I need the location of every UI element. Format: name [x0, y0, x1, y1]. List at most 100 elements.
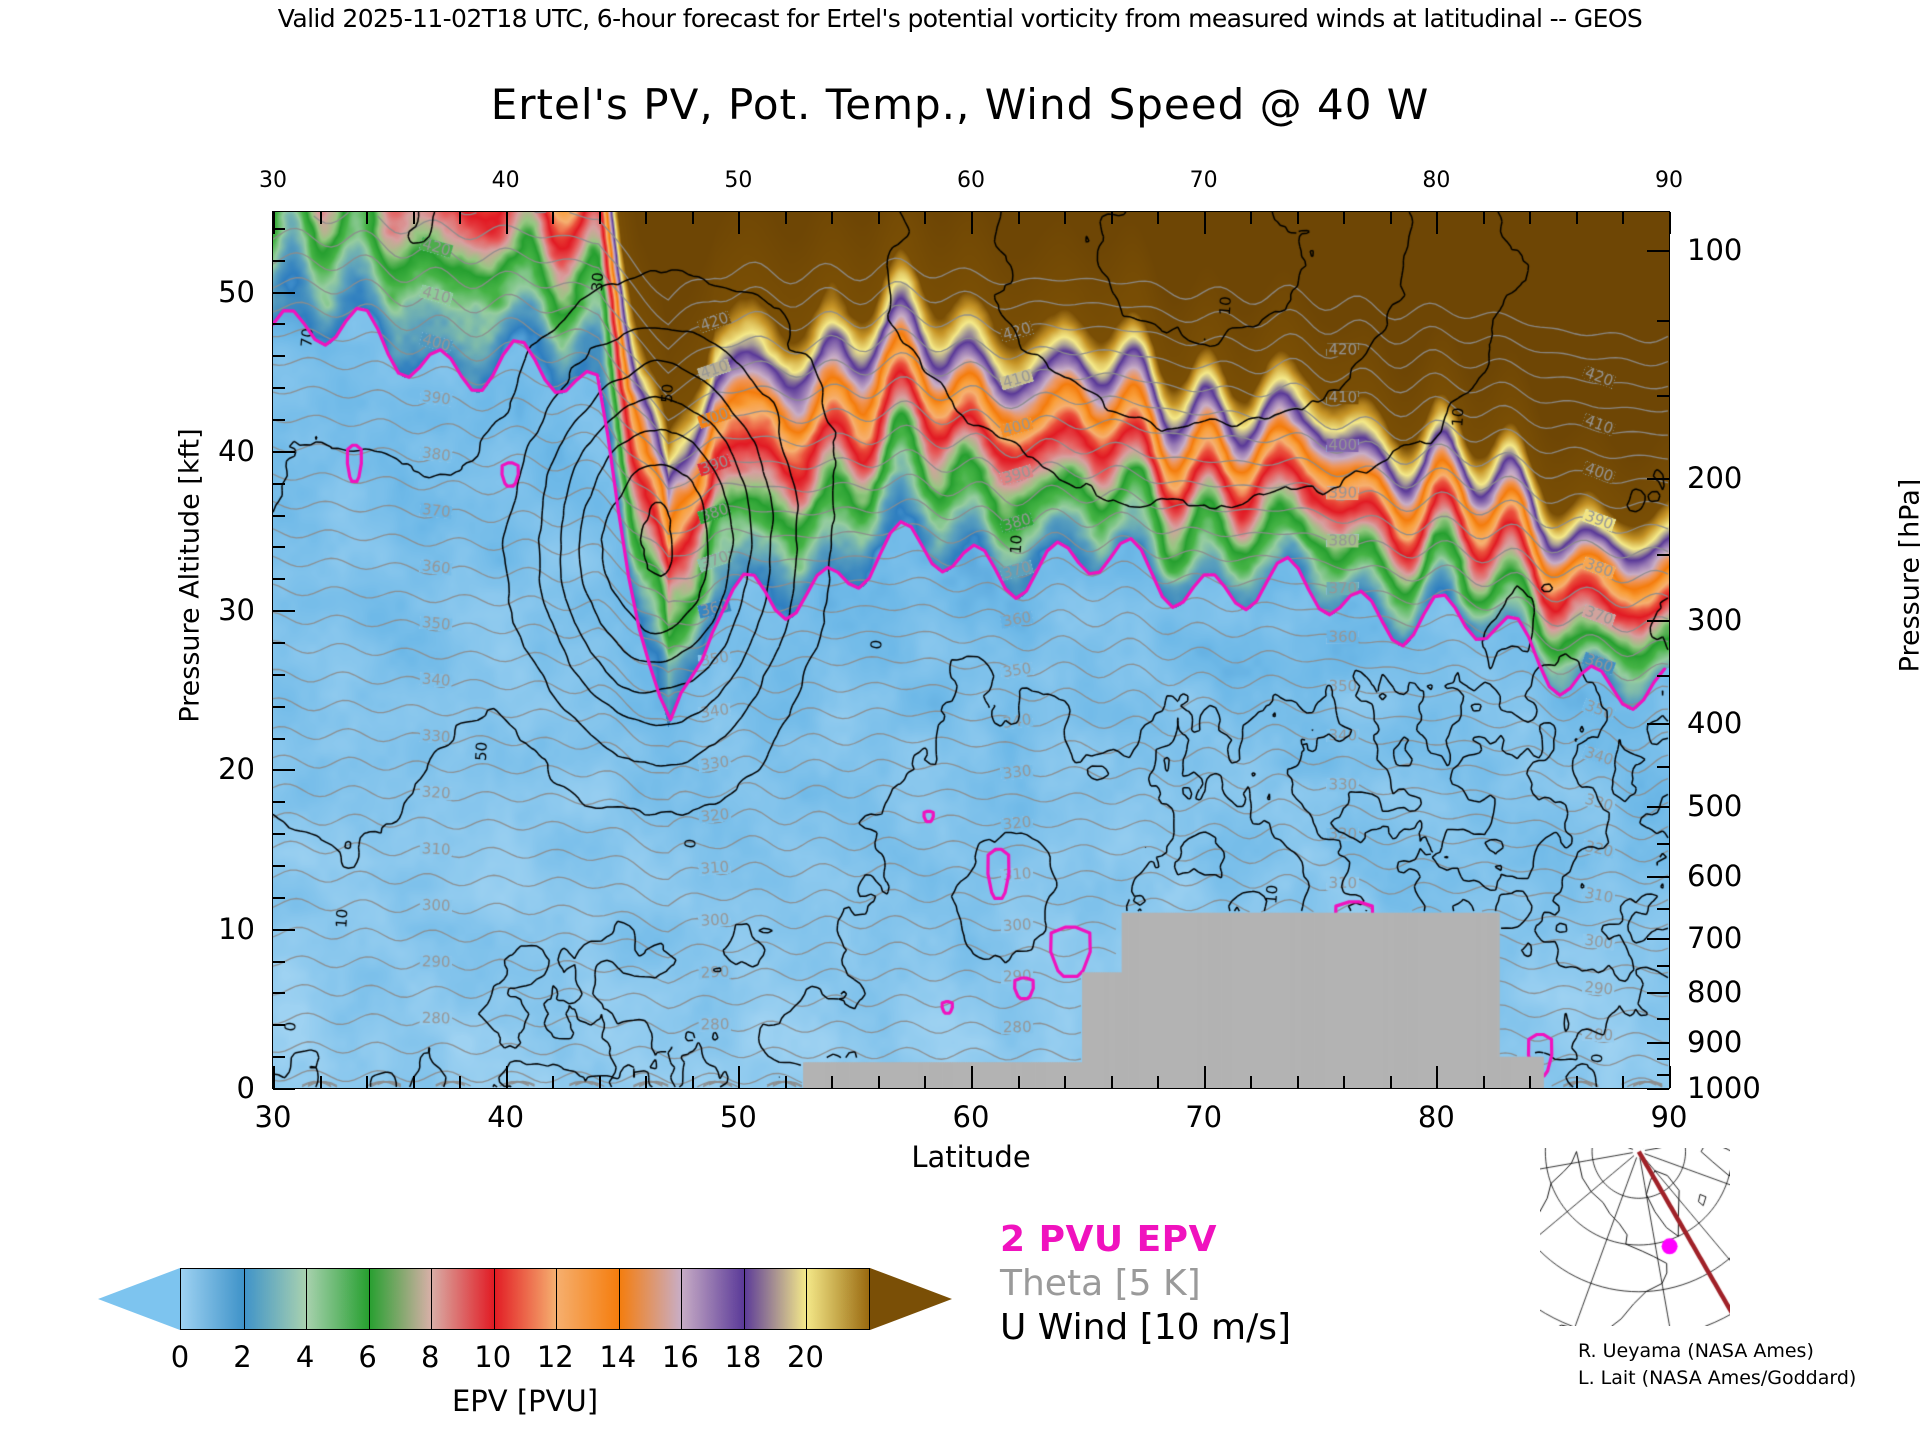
x-tick-top: [971, 212, 973, 234]
colorbar-tick-label: 20: [787, 1340, 824, 1374]
y-tick-left: [273, 738, 285, 740]
y-tick-right: [1647, 478, 1669, 480]
colorbar-separator: [681, 1269, 682, 1329]
x-tick-bottom: [1250, 1076, 1252, 1088]
colorbar-tick-label: 6: [358, 1340, 377, 1374]
inset-map-canvas: [1540, 1148, 1730, 1326]
y-tick-left: [273, 801, 285, 803]
y-tick-label-right: 600: [1687, 859, 1743, 894]
x-tick-label-top: 30: [259, 168, 287, 193]
y-tick-label-right: 500: [1687, 789, 1743, 824]
y-tick-left: [273, 419, 285, 421]
x-tick-top: [785, 212, 787, 224]
colorbar-tick-label: 18: [724, 1340, 762, 1374]
y-tick-right: [1647, 620, 1669, 622]
x-tick-top: [413, 212, 415, 224]
y-tick-left: [273, 706, 285, 708]
y-tick-left: [273, 865, 285, 867]
x-tick-bottom: [1018, 1076, 1020, 1088]
colorbar-separator: [556, 1269, 557, 1329]
x-tick-top: [506, 212, 508, 234]
y-tick-left: [273, 961, 285, 963]
x-tick-bottom: [1390, 1076, 1392, 1088]
x-tick-top: [1529, 212, 1531, 224]
x-tick-label-bottom: 90: [1650, 1100, 1688, 1134]
x-tick-label-top: 40: [491, 168, 520, 193]
x-tick-bottom: [552, 1076, 554, 1088]
x-tick-top: [1064, 212, 1066, 224]
credit-line-1: R. Ueyama (NASA Ames): [1578, 1340, 1814, 1362]
colorbar-tick-label: 2: [233, 1340, 252, 1374]
y-tick-right-minor: [1657, 766, 1669, 768]
x-tick-label-top: 90: [1655, 168, 1683, 193]
colorbar-separator: [306, 1269, 307, 1329]
y-tick-label-right: 300: [1687, 602, 1743, 637]
y-tick-label-left: 10: [218, 911, 255, 946]
colorbar-over-cap: [870, 1268, 952, 1330]
y-tick-label-right: 800: [1687, 975, 1743, 1010]
x-tick-bottom: [599, 1076, 601, 1088]
y-tick-left: [273, 387, 285, 389]
x-tick-top: [320, 212, 322, 224]
y-tick-left: [273, 451, 295, 453]
x-tick-top: [1576, 212, 1578, 224]
y-tick-left: [273, 228, 285, 230]
x-tick-top: [1157, 212, 1159, 224]
x-tick-label-bottom: 30: [254, 1100, 292, 1134]
x-tick-label-bottom: 60: [952, 1100, 990, 1134]
x-tick-bottom: [1622, 1076, 1624, 1088]
epv-field-canvas: [273, 212, 1669, 1088]
y-tick-label-right: 200: [1687, 460, 1743, 495]
colorbar-tick-label: 12: [536, 1340, 574, 1374]
legend-theta-entry: Theta [5 K]: [1000, 1262, 1201, 1304]
x-tick-bottom: [459, 1076, 461, 1088]
colorbar-tick-label: 8: [420, 1340, 440, 1374]
y-tick-left: [273, 292, 295, 294]
y-tick-right-minor: [1657, 1058, 1669, 1060]
x-tick-label-bottom: 80: [1417, 1100, 1455, 1134]
colorbar-separator: [619, 1269, 620, 1329]
x-tick-top: [1343, 212, 1345, 224]
x-tick-bottom: [1576, 1076, 1578, 1088]
y-tick-right: [1647, 806, 1669, 808]
inset-locator-map: [1540, 1148, 1730, 1326]
y-tick-left: [273, 578, 285, 580]
x-tick-top: [1018, 212, 1020, 224]
credits-block: R. Ueyama (NASA Ames) L. Lait (NASA Ames…: [1578, 1338, 1856, 1392]
y-tick-right: [1647, 992, 1669, 994]
x-tick-top: [459, 212, 461, 224]
y-tick-left: [273, 1056, 285, 1058]
x-tick-top: [1297, 212, 1299, 224]
x-tick-top: [878, 212, 880, 224]
x-tick-bottom: [1436, 1066, 1438, 1088]
x-tick-bottom: [413, 1076, 415, 1088]
y-tick-label-left: 40: [218, 433, 255, 468]
x-tick-top: [1390, 212, 1392, 224]
colorbar-tick-label: 14: [599, 1340, 637, 1374]
x-tick-top: [1483, 212, 1485, 224]
x-tick-top: [599, 212, 601, 224]
x-tick-label-bottom: 40: [487, 1100, 525, 1134]
y-tick-label-left: 30: [218, 593, 255, 628]
y-tick-left: [273, 355, 285, 357]
colorbar-tick-label: 0: [170, 1340, 190, 1374]
y-tick-label-right: 400: [1687, 706, 1743, 741]
colorbar-tick-label: 16: [661, 1340, 699, 1374]
colorbar-label: EPV [PVU]: [451, 1384, 599, 1418]
x-tick-top: [1111, 212, 1113, 224]
x-tick-top: [692, 212, 694, 224]
colorbar-separator: [494, 1269, 495, 1329]
y-tick-right-minor: [1657, 1018, 1669, 1020]
legend-wind-entry: U Wind [10 m/s]: [1000, 1306, 1292, 1348]
y-tick-right: [1647, 876, 1669, 878]
x-tick-bottom: [645, 1076, 647, 1088]
x-tick-top: [552, 212, 554, 224]
x-tick-top: [645, 212, 647, 224]
x-tick-bottom: [1297, 1076, 1299, 1088]
colorbar-tick-label: 10: [474, 1340, 512, 1374]
y-tick-left: [273, 483, 285, 485]
x-tick-label-top: 80: [1422, 168, 1451, 193]
x-tick-bottom: [692, 1076, 694, 1088]
y-tick-right-minor: [1657, 843, 1669, 845]
y-tick-right: [1647, 1042, 1669, 1044]
